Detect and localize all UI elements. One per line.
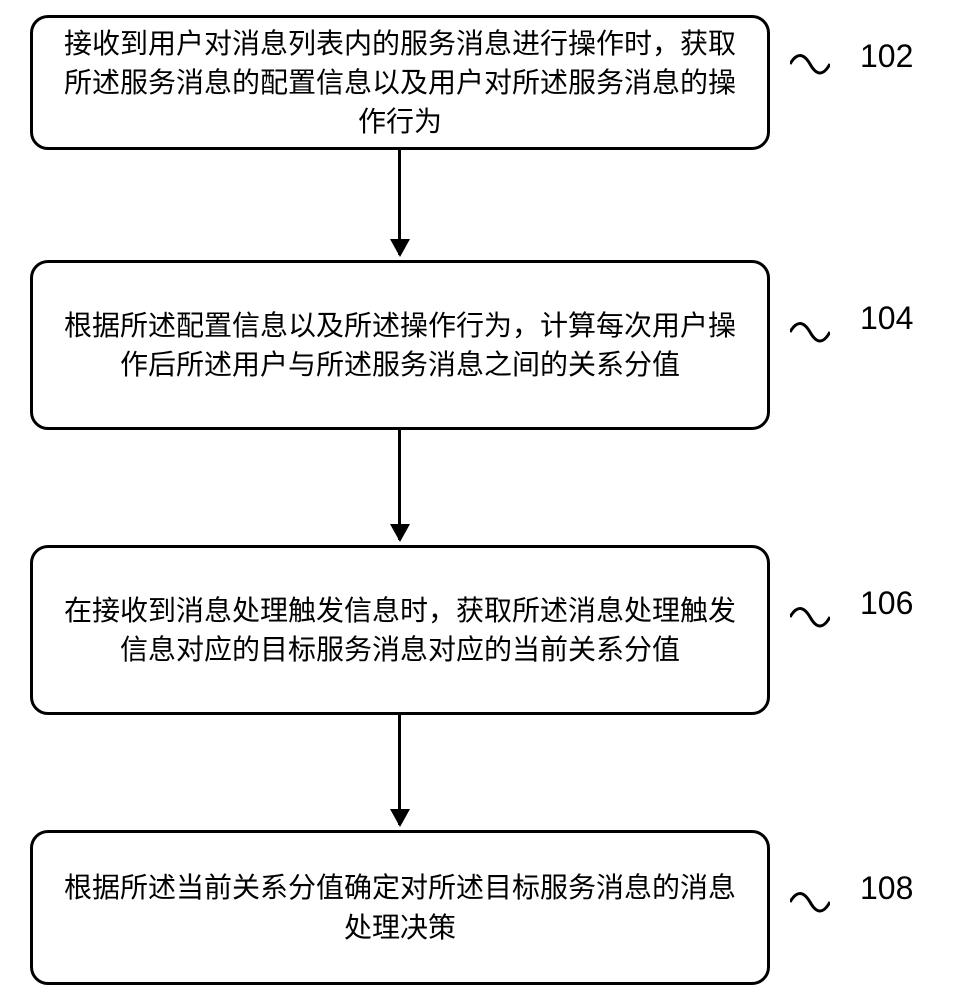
node-4-label: 108 (860, 870, 913, 907)
flowchart-node-1: 接收到用户对消息列表内的服务消息进行操作时，获取所述服务消息的配置信息以及用户对… (30, 15, 770, 150)
node-3-text: 在接收到消息处理触发信息时，获取所述消息处理触发信息对应的目标服务消息对应的当前… (57, 591, 743, 669)
node-1-text: 接收到用户对消息列表内的服务消息进行操作时，获取所述服务消息的配置信息以及用户对… (57, 24, 743, 142)
node-2-label: 104 (860, 300, 913, 337)
squiggle-connector-3 (790, 595, 830, 640)
node-2-text: 根据所述配置信息以及所述操作行为，计算每次用户操作后所述用户与所述服务消息之间的… (57, 306, 743, 384)
flowchart-container: 接收到用户对消息列表内的服务消息进行操作时，获取所述服务消息的配置信息以及用户对… (0, 0, 963, 1000)
flowchart-node-2: 根据所述配置信息以及所述操作行为，计算每次用户操作后所述用户与所述服务消息之间的… (30, 260, 770, 430)
squiggle-connector-1 (790, 42, 830, 87)
node-3-label: 106 (860, 585, 913, 622)
squiggle-connector-2 (790, 310, 830, 355)
squiggle-connector-4 (790, 880, 830, 925)
node-4-text: 根据所述当前关系分值确定对所述目标服务消息的消息处理决策 (57, 868, 743, 946)
flowchart-node-4: 根据所述当前关系分值确定对所述目标服务消息的消息处理决策 (30, 830, 770, 985)
arrow-1-to-2 (398, 150, 401, 255)
flowchart-node-3: 在接收到消息处理触发信息时，获取所述消息处理触发信息对应的目标服务消息对应的当前… (30, 545, 770, 715)
arrow-2-to-3 (398, 430, 401, 540)
node-1-label: 102 (860, 38, 913, 75)
arrow-3-to-4 (398, 715, 401, 825)
